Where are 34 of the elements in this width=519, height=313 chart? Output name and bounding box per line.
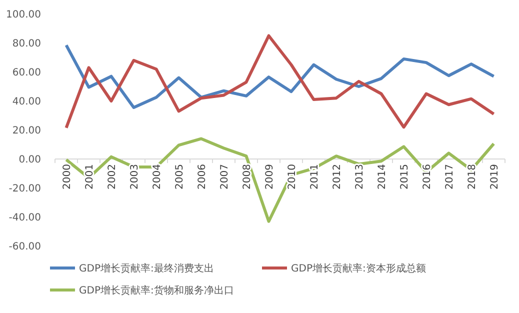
x-tick-label: 2003 xyxy=(129,164,140,190)
x-tick-label: 2017 xyxy=(444,164,456,190)
line-series xyxy=(64,44,496,110)
legend-label: GDP增长贡献率:货物和服务净出口 xyxy=(79,284,234,296)
x-tick-label: 2016 xyxy=(422,164,433,190)
x-tick-label: 2006 xyxy=(196,164,208,190)
x-tick-label: 2004 xyxy=(152,164,163,190)
x-tick-label: 2007 xyxy=(219,164,230,190)
x-tick-label: 2000 xyxy=(62,164,73,190)
x-tick-label: 2015 xyxy=(399,164,410,190)
x-tick-label: 2019 xyxy=(489,164,500,190)
y-tick-label: 0.00 xyxy=(18,154,41,166)
x-tick-label: 2014 xyxy=(376,164,388,190)
y-tick-label: 20.00 xyxy=(12,126,41,136)
y-tick-label: 100.00 xyxy=(6,10,41,20)
y-tick-label: 60.00 xyxy=(12,68,41,78)
x-tick-label: 2001 xyxy=(84,164,96,190)
x-tick-label: 2009 xyxy=(264,164,276,190)
y-tick-label: 40.00 xyxy=(12,96,41,108)
line-series xyxy=(64,34,496,130)
y-tick-label: -40.00 xyxy=(8,212,41,224)
x-tick-label: 2010 xyxy=(286,164,298,190)
y-tick-label: -20.00 xyxy=(8,184,41,194)
x-tick-label: 2005 xyxy=(174,164,186,190)
x-tick-label: 2002 xyxy=(106,164,118,190)
x-tick-label: 2018 xyxy=(466,164,478,190)
x-tick-label: 2011 xyxy=(309,164,320,190)
x-tick-label: 2013 xyxy=(354,164,366,190)
x-tick-label: 2012 xyxy=(332,164,343,190)
y-tick-label: -60.00 xyxy=(8,242,41,252)
legend-label: GDP增长贡献率:资本形成总额 xyxy=(291,262,426,274)
y-tick-label: 80.00 xyxy=(12,38,41,50)
x-tick-label: 2008 xyxy=(242,164,253,190)
legend-label: GDP增长贡献率:最终消费支出 xyxy=(79,262,214,274)
